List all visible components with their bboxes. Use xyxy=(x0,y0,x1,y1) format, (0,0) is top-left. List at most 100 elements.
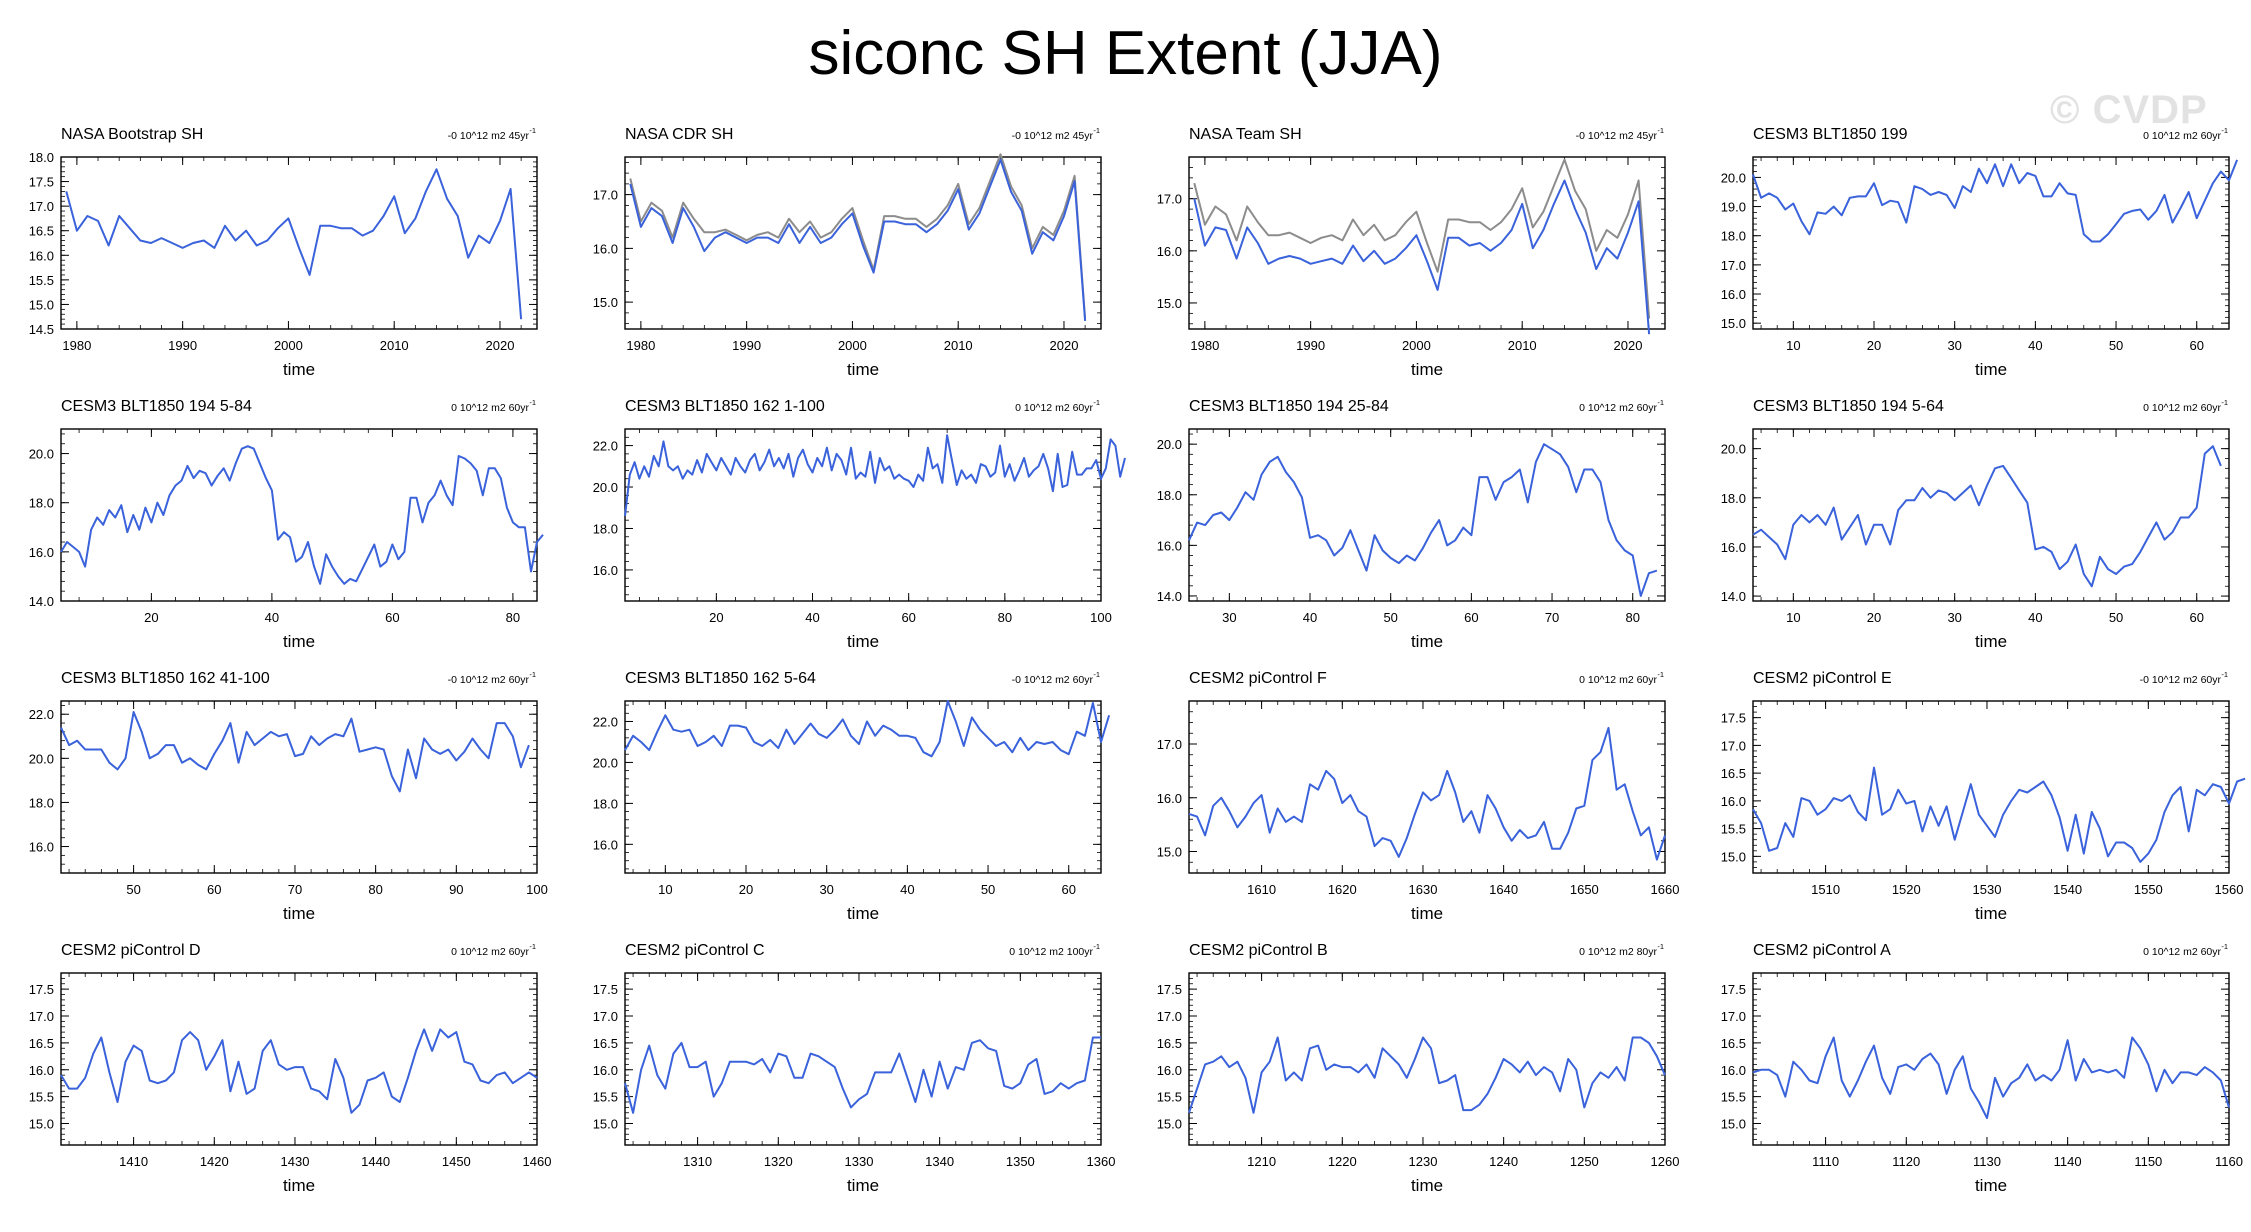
x-tick-label: 1120 xyxy=(1892,1154,1920,1169)
x-axis-label: time xyxy=(847,904,879,923)
x-tick-label: 1990 xyxy=(1296,338,1325,353)
plot-frame xyxy=(1188,972,1666,1146)
x-tick-label: 40 xyxy=(805,610,819,625)
y-tick-label: 16.0 xyxy=(1157,538,1182,553)
y-tick-label: 15.0 xyxy=(1721,316,1746,331)
x-tick-label: 1660 xyxy=(1651,882,1680,897)
y-tick-label: 22.0 xyxy=(593,714,618,729)
x-tick-label: 1510 xyxy=(1811,882,1840,897)
y-tick-label: 15.0 xyxy=(593,295,618,310)
chart-panel: NASA Team SH -0 10^12 m2 45yr -1 15.0 16.0 17… xyxy=(1157,126,1666,379)
series-line xyxy=(1188,443,1658,597)
x-tick-label: 1550 xyxy=(2134,882,2163,897)
y-tick-label: 22.0 xyxy=(593,439,618,454)
chart-title: CESM3 BLT1850 199 xyxy=(1753,126,1908,143)
x-tick-label: 1360 xyxy=(1087,1154,1116,1169)
chart-trend-exponent: -1 xyxy=(529,398,536,407)
chart-title: CESM2 piControl E xyxy=(1753,670,1892,687)
chart-panel: CESM3 BLT1850 194 5-64 0 10^12 m2 60yr -1 1… xyxy=(1721,398,2230,651)
y-tick-label: 18.0 xyxy=(1721,229,1746,244)
y-tick-label: 16.0 xyxy=(29,248,54,263)
x-tick-label: 1340 xyxy=(925,1154,954,1169)
y-tick-label: 16.5 xyxy=(1721,766,1746,781)
chart-panel: CESM3 BLT1850 194 25-84 0 10^12 m2 60yr -1… xyxy=(1157,398,1666,651)
y-tick-label: 16.0 xyxy=(1721,287,1746,302)
series-line xyxy=(1188,1036,1666,1114)
y-tick-label: 16.5 xyxy=(593,1036,618,1051)
chart-trend-label: -0 10^12 m2 60yr xyxy=(1012,674,1094,686)
y-tick-label: 17.0 xyxy=(1157,192,1182,207)
chart-trend-label: -0 10^12 m2 45yr xyxy=(1012,130,1094,142)
chart-title: CESM2 piControl F xyxy=(1189,670,1327,687)
x-tick-label: 30 xyxy=(1947,338,1961,353)
y-tick-label: 14.0 xyxy=(1157,589,1182,604)
y-tick-label: 15.0 xyxy=(593,1117,618,1132)
chart-trend-exponent: -1 xyxy=(529,942,536,951)
y-tick-label: 17.0 xyxy=(29,1009,54,1024)
chart-panel: CESM2 piControl D 0 10^12 m2 60yr -1 15.0 15… xyxy=(29,942,552,1195)
y-tick-label: 15.0 xyxy=(29,297,54,312)
chart-panel: CESM2 piControl E -0 10^12 m2 60yr -1 15.0 1… xyxy=(1721,670,2246,923)
x-tick-label: 50 xyxy=(126,882,140,897)
x-tick-label: 1450 xyxy=(442,1154,471,1169)
plot-frame xyxy=(1188,700,1666,874)
chart-title: CESM3 BLT1850 162 1-100 xyxy=(625,398,825,415)
chart-panel: CESM3 BLT1850 194 5-84 0 10^12 m2 60yr -1 1… xyxy=(29,398,544,651)
x-axis-label: time xyxy=(1975,360,2007,379)
x-axis-label: time xyxy=(1411,360,1443,379)
chart-panel: CESM2 piControl B 0 10^12 m2 80yr -1 15.0 15… xyxy=(1157,942,1680,1195)
x-axis-label: time xyxy=(847,1176,879,1195)
x-tick-label: 1980 xyxy=(1190,338,1219,353)
x-tick-label: 1990 xyxy=(732,338,761,353)
y-tick-label: 16.0 xyxy=(29,840,54,855)
x-tick-label: 2000 xyxy=(274,338,303,353)
chart-trend-exponent: -1 xyxy=(1093,398,1100,407)
x-tick-label: 40 xyxy=(900,882,914,897)
plot-frame xyxy=(1752,156,2230,330)
chart-trend-exponent: -1 xyxy=(1657,126,1664,135)
x-tick-label: 1320 xyxy=(764,1154,793,1169)
y-tick-label: 17.0 xyxy=(593,188,618,203)
y-tick-label: 15.5 xyxy=(29,273,54,288)
chart-trend-label: 0 10^12 m2 80yr xyxy=(1579,946,1657,958)
x-tick-label: 1630 xyxy=(1409,882,1438,897)
y-tick-label: 18.0 xyxy=(1721,491,1746,506)
x-tick-label: 1250 xyxy=(1570,1154,1599,1169)
y-tick-label: 16.0 xyxy=(29,545,54,560)
x-tick-label: 1560 xyxy=(2215,882,2244,897)
y-tick-label: 18.0 xyxy=(1157,488,1182,503)
y-tick-label: 17.5 xyxy=(593,982,618,997)
y-tick-label: 16.0 xyxy=(593,563,618,578)
chart-trend-exponent: -1 xyxy=(1093,670,1100,679)
x-tick-label: 10 xyxy=(1786,338,1800,353)
chart-title: CESM3 BLT1850 162 41-100 xyxy=(61,670,270,687)
x-tick-label: 1530 xyxy=(1973,882,2002,897)
x-tick-label: 1160 xyxy=(2215,1154,2243,1169)
plot-frame xyxy=(624,156,1102,330)
y-tick-label: 15.0 xyxy=(1721,849,1746,864)
y-tick-label: 22.0 xyxy=(29,707,54,722)
x-axis-label: time xyxy=(1411,904,1443,923)
x-tick-label: 2010 xyxy=(380,338,409,353)
y-tick-label: 16.5 xyxy=(29,224,54,239)
chart-trend-exponent: -1 xyxy=(2221,670,2228,679)
chart-trend-exponent: -1 xyxy=(2221,126,2228,135)
chart-trend-label: 0 10^12 m2 100yr xyxy=(1009,946,1093,958)
y-tick-label: 20.0 xyxy=(1721,442,1746,457)
series-line xyxy=(1188,726,1666,861)
x-tick-label: 1650 xyxy=(1570,882,1599,897)
x-tick-label: 2020 xyxy=(1614,338,1643,353)
plot-frame xyxy=(60,972,538,1146)
x-tick-label: 1220 xyxy=(1328,1154,1357,1169)
y-tick-label: 17.5 xyxy=(29,175,54,190)
chart-trend-label: 0 10^12 m2 60yr xyxy=(2143,402,2221,414)
x-tick-label: 30 xyxy=(1222,610,1236,625)
y-tick-label: 15.5 xyxy=(593,1090,618,1105)
series-line xyxy=(60,711,530,793)
x-tick-label: 60 xyxy=(207,882,221,897)
x-tick-label: 1230 xyxy=(1409,1154,1438,1169)
series-line xyxy=(624,434,1126,517)
plot-frame xyxy=(60,700,538,874)
x-axis-label: time xyxy=(283,904,315,923)
chart-trend-exponent: -1 xyxy=(529,126,536,135)
